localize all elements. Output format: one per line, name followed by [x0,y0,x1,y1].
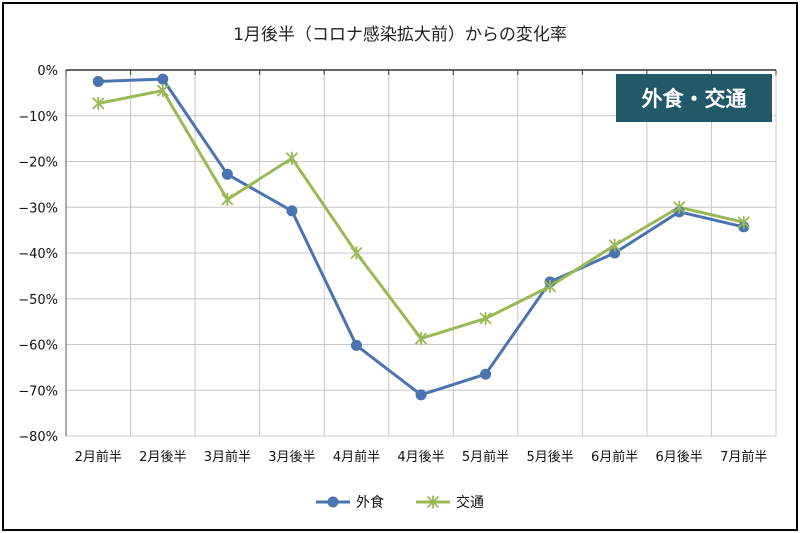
y-tick-label: −40% [18,247,58,262]
data-point [543,279,557,293]
x-tick-label: 4月後半 [397,450,444,465]
line-chart: 1月後半（コロナ感染拡大前）からの変化率 0% −10% −20% −30% −40% −… [18,25,777,511]
data-point [350,339,362,351]
data-point [221,168,233,180]
data-point [157,73,169,85]
legend-label: 外食 [356,494,384,511]
data-point [92,96,105,110]
legend-item-2: 交通 [416,494,484,511]
data-point [414,332,428,346]
badge-label: 外食・交通 [642,87,747,111]
data-point [480,368,492,380]
x-tick-label: 2月後半 [139,450,186,465]
y-tick-label: −10% [18,110,58,125]
category-badge: 外食・交通 [616,74,772,122]
data-point [221,192,234,206]
x-tick-label: 7月前半 [720,449,767,465]
x-tick-label: 5月後半 [526,450,573,465]
badge-background [616,74,772,122]
series-markers [92,73,750,401]
data-point [92,75,104,87]
y-axis-ticks: 0% −10% −20% −30% −40% −50% −60% −70% −80% [18,64,58,445]
data-point [737,215,750,229]
data-point [156,84,169,98]
data-point [285,151,299,165]
x-axis-ticks: 2月前半 2月後半 3月前半 3月後半 4月前半 4月後半 5月前半 5月後半 6月前半 6月後半… [75,449,768,465]
data-point [673,200,686,214]
legend-marker [426,495,440,509]
x-tick-label: 6月後半 [656,450,703,465]
legend-marker [327,496,339,508]
data-point [350,246,363,260]
grid [66,70,777,437]
y-tick-label: −20% [18,156,58,171]
y-tick-label: −80% [18,430,58,445]
y-tick-label: −50% [18,293,58,308]
x-tick-label: 5月前半 [462,449,509,465]
x-tick-label: 4月前半 [333,449,380,465]
x-tick-label: 2月前半 [75,449,122,465]
data-point [609,247,621,259]
y-tick-label: −60% [18,339,58,354]
data-point [608,238,621,252]
data-point [479,311,492,325]
x-tick-label: 6月前半 [591,449,638,465]
data-point [286,205,298,217]
legend-item-1: 外食 [316,494,384,511]
y-tick-label: −70% [18,384,58,399]
data-point [415,389,427,401]
y-tick-label: 0% [37,64,58,79]
x-tick-label: 3月前半 [204,449,251,465]
legend: 外食 交通 [316,494,484,511]
legend-label: 交通 [456,494,484,511]
y-tick-label: −30% [18,201,58,216]
x-tick-label: 3月後半 [268,450,315,465]
chart-title: 1月後半（コロナ感染拡大前）からの変化率 [233,25,567,45]
axes [65,69,777,436]
